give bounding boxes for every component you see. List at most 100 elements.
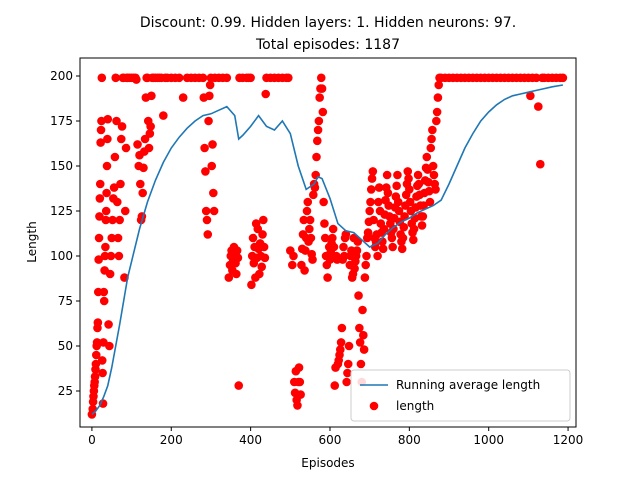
data-point xyxy=(139,163,148,173)
data-point xyxy=(419,201,428,210)
data-point xyxy=(108,215,117,225)
data-point xyxy=(388,242,397,252)
data-point xyxy=(117,122,127,131)
data-point xyxy=(308,255,317,264)
data-point xyxy=(299,215,309,225)
data-point xyxy=(359,330,368,340)
data-point xyxy=(234,381,244,390)
data-point xyxy=(146,122,155,131)
data-point xyxy=(404,174,413,183)
data-point xyxy=(355,338,365,347)
data-point xyxy=(260,253,270,263)
data-point xyxy=(382,170,392,180)
data-point xyxy=(355,323,364,333)
data-point xyxy=(103,114,113,124)
plot-area: 0 200 400 600 800 1000 1200 25 50 75 100 125 150 175 2… xyxy=(50,57,583,447)
data-point xyxy=(429,170,439,180)
y-tick-label: 50 xyxy=(58,339,73,353)
data-point xyxy=(418,212,428,221)
data-point xyxy=(144,143,154,153)
data-point xyxy=(426,143,436,153)
data-point xyxy=(201,167,210,176)
data-point xyxy=(413,170,423,180)
data-point xyxy=(343,359,353,369)
data-point xyxy=(425,197,435,207)
data-point xyxy=(111,73,121,83)
data-point xyxy=(366,185,376,194)
data-point xyxy=(246,73,255,83)
data-point xyxy=(97,356,107,365)
data-point xyxy=(330,381,340,390)
data-point xyxy=(200,143,209,153)
data-point xyxy=(101,206,111,216)
data-point xyxy=(417,221,427,230)
data-point xyxy=(358,305,367,315)
data-point xyxy=(558,73,568,83)
data-point xyxy=(315,93,324,102)
legend: Running average length length xyxy=(350,369,571,422)
data-point xyxy=(107,233,117,243)
data-point xyxy=(112,116,121,126)
data-point xyxy=(205,91,214,101)
data-point xyxy=(397,244,407,254)
data-point xyxy=(409,235,418,245)
data-point xyxy=(323,273,332,282)
data-point xyxy=(94,255,103,264)
data-point xyxy=(389,224,398,234)
data-point xyxy=(208,140,217,149)
data-point xyxy=(101,215,111,225)
data-point xyxy=(309,190,318,200)
data-point xyxy=(102,161,112,171)
data-point xyxy=(368,167,378,176)
data-point xyxy=(369,215,378,225)
data-point xyxy=(433,93,443,102)
data-point xyxy=(394,206,404,216)
data-point xyxy=(526,91,535,101)
running-average-line xyxy=(91,84,564,415)
data-point xyxy=(301,246,310,255)
data-point xyxy=(257,262,267,272)
x-tick-label: 400 xyxy=(239,433,262,447)
data-point xyxy=(109,183,119,192)
data-point xyxy=(132,75,141,84)
data-point xyxy=(387,233,397,243)
x-tick-label: 600 xyxy=(319,433,342,447)
data-point xyxy=(203,230,213,239)
data-point xyxy=(352,246,362,255)
data-point xyxy=(328,224,338,234)
data-point xyxy=(393,197,403,207)
data-point xyxy=(178,93,188,102)
x-axis-label: Episodes xyxy=(301,456,354,470)
data-point xyxy=(434,80,444,90)
data-point xyxy=(106,251,116,261)
data-point xyxy=(379,224,389,234)
data-point xyxy=(224,273,234,282)
data-point xyxy=(116,134,126,144)
data-point xyxy=(205,80,215,90)
data-point xyxy=(409,224,419,234)
data-point xyxy=(316,73,326,83)
data-point xyxy=(110,152,120,162)
data-point xyxy=(313,125,323,135)
data-point xyxy=(295,377,305,387)
data-point xyxy=(113,233,123,243)
data-point xyxy=(317,84,327,93)
data-point xyxy=(366,197,375,207)
data-point xyxy=(339,242,348,252)
data-point xyxy=(343,368,352,378)
data-point xyxy=(344,341,354,351)
data-point xyxy=(95,194,105,203)
legend-label-length: length xyxy=(396,399,434,413)
chart-title: Discount: 0.99. Hidden layers: 1. Hidden… xyxy=(140,15,516,53)
data-point xyxy=(99,287,109,297)
data-point xyxy=(114,251,124,261)
data-point xyxy=(97,73,107,83)
data-point xyxy=(374,183,384,192)
data-point xyxy=(248,233,258,243)
data-point xyxy=(431,185,440,194)
data-point xyxy=(320,233,330,243)
data-point xyxy=(359,345,369,354)
data-point xyxy=(209,206,219,216)
